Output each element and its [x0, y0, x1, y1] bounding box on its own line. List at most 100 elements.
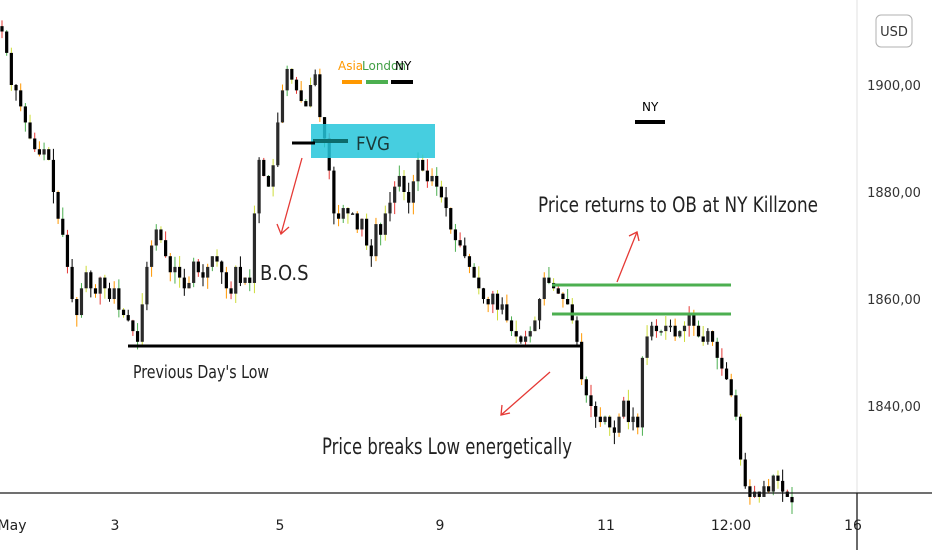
candle-body — [724, 368, 729, 380]
candle-body — [528, 331, 532, 337]
candle-series — [0, 20, 794, 515]
candle-body — [37, 149, 41, 155]
candle-body — [435, 175, 439, 187]
candle-body — [140, 304, 144, 342]
candle-body — [781, 480, 785, 492]
fvg-label: FVG — [356, 133, 390, 155]
candle-body — [294, 79, 299, 91]
candle-body — [523, 336, 528, 342]
candle-body — [692, 315, 696, 326]
candle-body — [767, 486, 771, 492]
candle-body — [9, 52, 13, 85]
candle-body — [14, 85, 18, 91]
candle-body — [421, 159, 425, 171]
candle-body — [332, 170, 336, 214]
candle-body — [47, 149, 51, 160]
candle-body — [117, 288, 121, 310]
candle-body — [542, 277, 546, 299]
candle-body — [566, 299, 570, 305]
candle-body — [682, 325, 687, 332]
candle-body — [673, 325, 677, 337]
candle-body — [262, 159, 266, 176]
candle-body — [121, 309, 126, 316]
candle-body — [135, 331, 140, 342]
candle-body — [75, 299, 79, 316]
candle-body — [533, 320, 537, 332]
returns-label: Price returns to OB at NY Killzone — [538, 193, 818, 217]
time-tick-label: 3 — [111, 518, 120, 534]
session-asia-bar — [342, 80, 362, 84]
candle-body — [201, 272, 205, 278]
candle-body — [463, 245, 467, 257]
candle-body — [285, 68, 289, 91]
candle-body — [210, 256, 214, 267]
candle-body — [220, 261, 224, 273]
bos-label: B.O.S — [260, 261, 309, 285]
candle-body — [449, 208, 453, 230]
candle-body — [706, 331, 710, 342]
candle-body — [696, 325, 701, 337]
candle-body — [23, 106, 27, 123]
candle-body — [336, 213, 341, 219]
candle-body — [89, 272, 93, 289]
candle-body — [318, 74, 322, 118]
candle-body — [178, 266, 182, 278]
candle-body — [762, 486, 766, 497]
candle-body — [608, 416, 612, 428]
candle-body — [771, 475, 775, 492]
candle-body — [224, 272, 228, 289]
candle-body — [365, 218, 369, 246]
candle-body — [360, 218, 364, 230]
time-tick-label: 5 — [276, 518, 285, 534]
candle-body — [622, 400, 626, 417]
previous-day-low-label: Previous Day's Low — [133, 362, 269, 383]
candle-body — [369, 245, 373, 257]
candle-body — [61, 218, 65, 235]
time-tick-label: 11 — [597, 518, 615, 534]
candle-body — [509, 320, 514, 332]
candle-body — [734, 395, 738, 417]
candle-body — [192, 261, 196, 283]
candle-body — [388, 202, 392, 214]
candle-body — [505, 304, 509, 321]
candle-body — [145, 266, 149, 305]
candle-body — [215, 256, 219, 262]
candle-body — [234, 266, 238, 294]
candle-body — [411, 181, 415, 203]
candle-body — [107, 288, 112, 299]
currency-box[interactable] — [875, 14, 913, 48]
candle-body — [33, 138, 37, 150]
candle-body — [5, 31, 9, 53]
candle-body — [472, 266, 476, 278]
candle-body — [383, 213, 387, 235]
candle-body — [458, 240, 462, 246]
candle-body — [299, 90, 303, 102]
candle-body — [430, 175, 434, 182]
candle-body — [481, 288, 486, 299]
candle-body — [687, 315, 691, 326]
candle-body — [42, 149, 46, 155]
candle-body — [790, 496, 794, 503]
candle-body — [537, 299, 542, 321]
session-asia-label: Asia — [338, 59, 363, 73]
session-ny-label: NY — [395, 59, 412, 73]
candle-body — [500, 304, 504, 310]
candle-body — [678, 331, 682, 337]
ny-session-label: NY — [642, 100, 659, 114]
currency-label: USD — [880, 25, 908, 40]
candle-body — [519, 336, 523, 342]
candle-body — [308, 85, 313, 107]
candle-body — [594, 406, 598, 417]
price-tick-label: 1880,00 — [867, 186, 921, 201]
candle-body — [252, 213, 257, 283]
candle-body — [84, 272, 88, 289]
returns-arrow — [616, 231, 640, 283]
candle-body — [561, 293, 565, 299]
candle-body — [626, 400, 630, 423]
candle-body — [257, 159, 261, 214]
candle-body — [720, 357, 724, 369]
candle-body — [173, 266, 177, 273]
candle-body — [664, 325, 668, 332]
breaks-arrow — [500, 371, 551, 416]
